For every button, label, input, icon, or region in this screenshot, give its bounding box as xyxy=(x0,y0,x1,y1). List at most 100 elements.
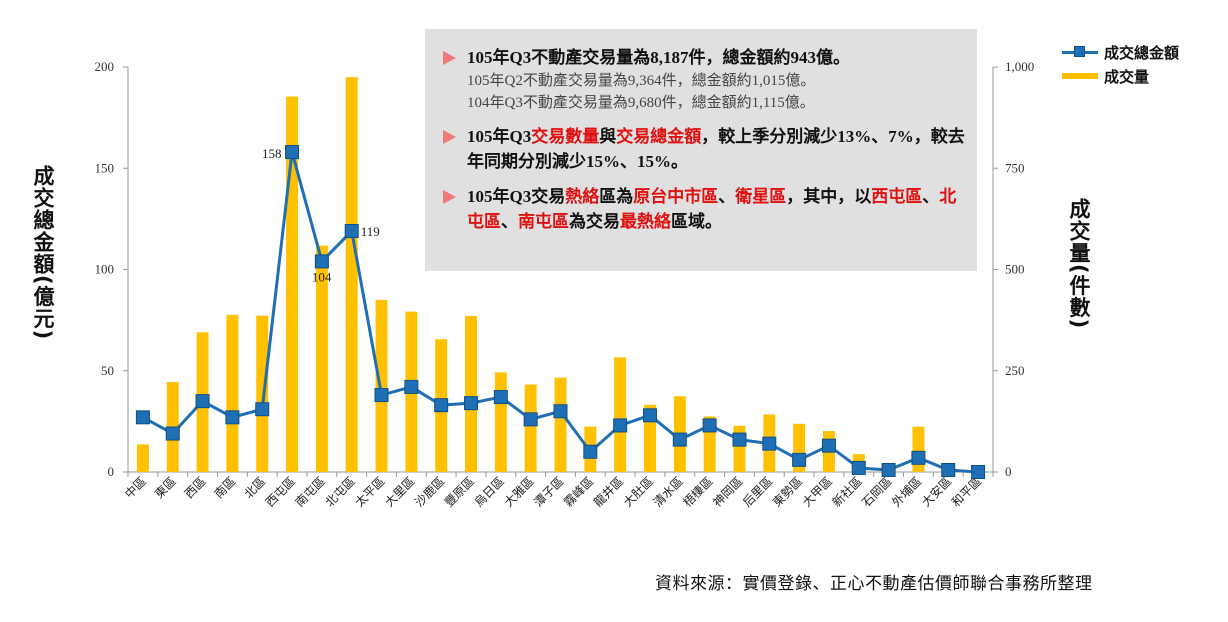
y-left-tick-label: 100 xyxy=(95,262,115,277)
note-2: 105年Q3交易數量與交易總金額，較上季分別減少13%、7%，較去年同期分別減少… xyxy=(439,124,967,174)
y-axis-left-label: 成交總金額(億元) xyxy=(31,165,55,341)
x-tick-label: 西屯區 xyxy=(263,474,298,509)
note-1: 105年Q3不動產交易量為8,187件，總金額約943億。 105年Q2不動產交… xyxy=(439,45,967,114)
data-label: 104 xyxy=(312,269,332,284)
note-3-k: 、 xyxy=(501,212,518,231)
x-tick-label: 霧峰區 xyxy=(561,474,596,509)
bar xyxy=(465,316,477,472)
point xyxy=(911,450,926,465)
point xyxy=(792,452,807,467)
note-3-f: 衛星區 xyxy=(735,187,787,206)
y-left-tick-label: 0 xyxy=(108,464,115,479)
notes-box: 105年Q3不動產交易量為8,187件，總金額約943億。 105年Q2不動產交… xyxy=(425,29,977,271)
point xyxy=(493,390,508,405)
note-3-a: 105年Q3交易 xyxy=(467,187,566,206)
point xyxy=(165,426,180,441)
x-tick-label: 外埔區 xyxy=(889,474,924,509)
point xyxy=(583,444,598,459)
x-tick-label: 大安區 xyxy=(918,474,954,510)
note-3-e: 、 xyxy=(718,187,736,206)
legend-item-amount: 成交總金額 xyxy=(1062,40,1179,64)
y-axis-right-label: 成交量(件數) xyxy=(1067,198,1091,330)
data-label: 158 xyxy=(262,146,282,161)
x-tick-label: 和平區 xyxy=(949,474,984,509)
x-tick-label: 清水區 xyxy=(651,474,686,509)
x-tick-label: 龍井區 xyxy=(590,474,626,510)
bar xyxy=(614,357,627,472)
note-1-sub-2: 104年Q3不動產交易量為9,680件，總金額約1,115億。 xyxy=(467,95,815,111)
x-tick-label: 大甲區 xyxy=(800,474,835,509)
x-tick-label: 沙鹿區 xyxy=(411,474,447,510)
point xyxy=(941,462,956,477)
legend-bar-symbol xyxy=(1062,69,1098,83)
point xyxy=(672,432,687,447)
point xyxy=(702,418,717,433)
point xyxy=(613,418,628,433)
point xyxy=(851,460,866,475)
note-3-o: 區域。 xyxy=(671,212,722,231)
note-3-j: 北屯區 xyxy=(467,187,957,231)
point xyxy=(881,462,896,477)
note-3-h: 西屯區 xyxy=(871,187,923,206)
point xyxy=(523,412,538,427)
point xyxy=(553,404,568,419)
note-3-n: 最熱絡 xyxy=(620,212,671,231)
note-3-c: 區為 xyxy=(599,187,634,206)
x-tick-label: 大雅區 xyxy=(501,474,537,510)
data-label: 119 xyxy=(361,224,380,239)
triangle-bullet-icon xyxy=(443,51,456,65)
note-2-e: ，較上季分別減少13%、7%，較去年同期分別減少15%、15%。 xyxy=(467,127,965,171)
y-right-tick-label: 0 xyxy=(1005,464,1012,479)
y-left-tick-label: 150 xyxy=(95,160,115,175)
note-3-b: 熱絡 xyxy=(565,187,600,206)
point xyxy=(464,396,479,411)
point xyxy=(195,394,210,409)
note-3-m: 為交易 xyxy=(569,212,620,231)
point xyxy=(255,402,270,417)
point xyxy=(285,145,300,160)
legend: 成交總金額 成交量 xyxy=(1062,40,1179,88)
point xyxy=(404,379,419,394)
y-left-tick-label: 50 xyxy=(101,363,114,378)
note-1-main: 105年Q3不動產交易量為8,187件，總金額約943億。 xyxy=(467,48,850,67)
bar xyxy=(315,245,328,472)
x-tick-label: 太平區 xyxy=(352,474,388,510)
bar xyxy=(524,384,537,472)
x-tick-label: 大肚區 xyxy=(620,474,656,510)
x-tick-label: 神岡區 xyxy=(710,474,745,509)
x-tick-label: 東勢區 xyxy=(769,474,805,510)
note-2-c: 與 xyxy=(599,127,617,146)
bar xyxy=(554,377,567,472)
x-tick-label: 豐原區 xyxy=(442,474,477,509)
bar xyxy=(644,404,656,472)
y-left-tick-label: 200 xyxy=(95,59,115,74)
point xyxy=(314,254,329,269)
bar xyxy=(793,423,806,472)
note-3-d: 原台中市區 xyxy=(633,187,719,206)
bar xyxy=(226,314,239,472)
x-tick-label: 烏日區 xyxy=(472,474,507,509)
note-2-b: 交易數量 xyxy=(531,127,600,146)
bar xyxy=(733,425,746,472)
note-3: 105年Q3交易熱絡區為原台中市區、衛星區，其中，以西屯區、北屯區、南屯區為交易… xyxy=(439,184,967,234)
x-tick-label: 南區 xyxy=(211,474,239,502)
x-tick-label: 中區 xyxy=(121,474,149,502)
x-tick-label: 新社區 xyxy=(829,474,865,510)
y-right-tick-label: 1,000 xyxy=(1005,59,1034,74)
bar xyxy=(256,315,269,472)
bar xyxy=(494,372,507,472)
bar xyxy=(703,416,716,472)
point xyxy=(732,432,747,447)
bar xyxy=(345,77,358,472)
y-right-tick-label: 750 xyxy=(1005,160,1025,175)
x-tick-label: 石岡區 xyxy=(859,474,894,509)
point xyxy=(642,408,657,423)
note-1-sub-1: 105年Q2不動產交易量為9,364件，總金額約1,015億。 xyxy=(467,73,816,89)
x-tick-label: 大里區 xyxy=(382,474,417,509)
legend-item-volume: 成交量 xyxy=(1062,64,1179,88)
y-right-tick-label: 250 xyxy=(1005,363,1025,378)
x-tick-label: 梧棲區 xyxy=(680,474,716,510)
point xyxy=(434,398,449,413)
bar xyxy=(286,96,299,472)
